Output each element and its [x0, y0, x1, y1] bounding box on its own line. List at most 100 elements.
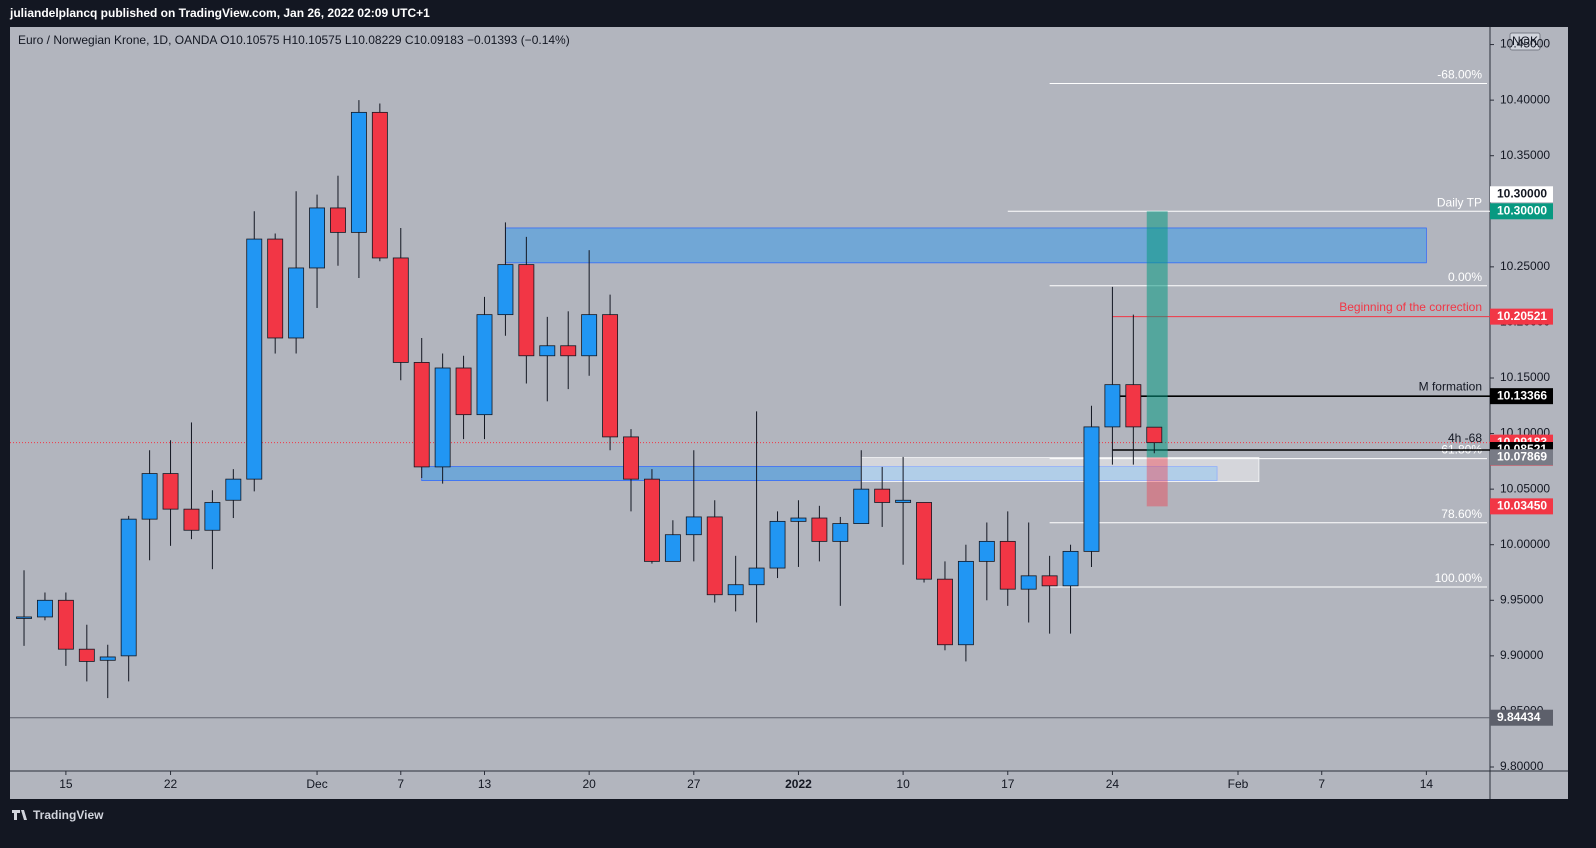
candle-body — [434, 367, 451, 468]
price-label: 9.84434 — [1497, 710, 1541, 724]
x-tick-label: 7 — [1318, 777, 1325, 791]
price-label: 10.30000 — [1497, 186, 1547, 200]
x-tick-label: 27 — [687, 777, 701, 791]
level-label: Daily TP — [1437, 195, 1482, 209]
candle-body — [476, 314, 493, 416]
price-label-bg — [1490, 498, 1553, 515]
x-tick-label: 17 — [1001, 777, 1015, 791]
candle-body — [57, 599, 74, 650]
y-tick-label: 10.35000 — [1500, 148, 1550, 162]
candle-body — [141, 473, 158, 520]
candle-body — [937, 578, 953, 646]
candle-body — [916, 502, 932, 580]
candle-body — [246, 238, 263, 480]
candle-body — [162, 473, 179, 510]
level-label: 4h -68 — [1448, 431, 1482, 445]
candle-body — [99, 656, 116, 661]
price-label-bg — [1490, 388, 1553, 405]
x-tick-label: 7 — [397, 777, 404, 791]
candle-body — [1146, 426, 1163, 444]
price-label-bg — [1490, 709, 1553, 726]
price-label: 10.07869 — [1497, 449, 1547, 463]
candle-body — [957, 560, 974, 646]
x-tick-label: 10 — [896, 777, 910, 791]
currency: NOK — [1512, 34, 1538, 48]
y-tick-label: 10.40000 — [1500, 92, 1550, 106]
y-tick-label: 10.00000 — [1500, 537, 1550, 551]
zone — [860, 457, 1260, 482]
candle-body — [518, 264, 535, 357]
candle-body — [288, 267, 305, 339]
y-tick-label: 10.05000 — [1500, 481, 1550, 495]
candle-body — [1062, 550, 1079, 587]
candle-body — [978, 540, 995, 562]
chart-title: Euro / Norwegian Krone, 1D, OANDA O10.10… — [18, 33, 570, 47]
currency-box[interactable] — [1509, 32, 1541, 51]
brand: TradingView — [33, 808, 104, 822]
y-tick-label: 10.25000 — [1500, 259, 1550, 273]
candle-body — [685, 516, 702, 536]
candle-body — [267, 238, 284, 339]
candle-body — [204, 502, 221, 531]
candle-body — [560, 345, 577, 357]
candle-body — [1125, 384, 1142, 428]
candle-body — [874, 488, 891, 503]
y-tick-label: 9.95000 — [1500, 592, 1544, 606]
candle-body — [539, 345, 556, 357]
price-label: 10.30000 — [1497, 203, 1547, 217]
x-tick-label: 22 — [164, 777, 178, 791]
price-label-bg — [1490, 203, 1553, 220]
candle-body — [330, 207, 346, 233]
position-stop — [1146, 457, 1168, 507]
candle-body — [1020, 575, 1037, 590]
candle-body — [664, 534, 681, 562]
x-tick-label: 2022 — [785, 777, 812, 791]
candle-body — [727, 584, 744, 596]
y-tick-label: 10.45000 — [1500, 37, 1550, 51]
candle-body — [895, 499, 912, 503]
y-tick-label: 9.80000 — [1500, 759, 1544, 773]
fib-label: 78.60% — [1441, 507, 1482, 521]
candle-body — [455, 367, 472, 416]
candle-body — [413, 362, 430, 468]
candle-body — [392, 257, 409, 363]
chart-bg — [10, 27, 1568, 799]
x-tick-label: 13 — [478, 777, 492, 791]
candle-body — [832, 523, 849, 542]
publisher: juliandelplancq published on TradingView… — [9, 6, 430, 20]
candle-body — [1104, 384, 1121, 428]
candle-body — [120, 518, 137, 657]
fib-label: 0.00% — [1448, 270, 1482, 284]
price-label-bg — [1490, 308, 1553, 325]
x-tick-label: 14 — [1420, 777, 1434, 791]
candle-body — [623, 436, 639, 480]
candle-body — [1083, 426, 1100, 552]
fib-label: 100.00% — [1435, 571, 1483, 585]
logo — [12, 810, 27, 820]
candle-body — [350, 111, 367, 233]
candle-body — [371, 111, 388, 259]
candle-body — [769, 520, 786, 569]
candle-body — [706, 516, 723, 596]
candle-body — [309, 207, 325, 269]
candle-body — [581, 314, 598, 357]
x-tick-label: 24 — [1106, 777, 1120, 791]
x-tick-label: Dec — [306, 777, 327, 791]
price-label-bg — [1490, 449, 1553, 466]
level-label: Beginning of the correction — [1339, 300, 1482, 314]
price-label: 10.20521 — [1497, 309, 1547, 323]
candle-body — [37, 599, 53, 618]
candle-body — [16, 616, 32, 619]
candle-body — [1041, 575, 1058, 587]
fib-label: -68.00% — [1437, 68, 1482, 82]
position-target — [1146, 211, 1168, 458]
level-label: M formation — [1419, 379, 1482, 393]
candle-body — [602, 314, 619, 438]
x-tick-label: 20 — [582, 777, 596, 791]
candle-body — [790, 517, 807, 522]
candle-body — [225, 478, 242, 501]
candle-body — [853, 488, 870, 524]
price-label-bg — [1490, 186, 1553, 203]
